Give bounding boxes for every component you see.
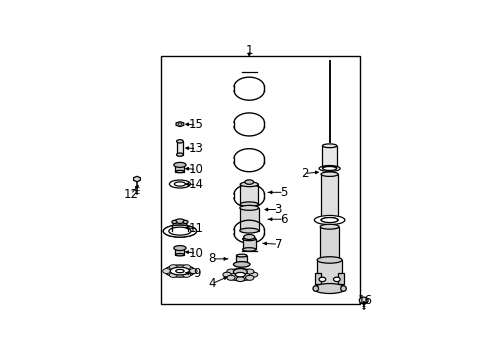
Ellipse shape	[319, 166, 340, 171]
Ellipse shape	[168, 227, 191, 235]
Ellipse shape	[320, 172, 338, 176]
Ellipse shape	[320, 257, 338, 262]
Ellipse shape	[169, 180, 190, 188]
Ellipse shape	[175, 269, 183, 273]
Ellipse shape	[314, 216, 344, 225]
Ellipse shape	[320, 224, 338, 229]
Bar	[236, 256, 246, 263]
Ellipse shape	[245, 269, 253, 274]
Text: 2: 2	[300, 167, 308, 180]
Ellipse shape	[175, 247, 184, 250]
Ellipse shape	[322, 167, 336, 170]
Ellipse shape	[333, 277, 340, 282]
Text: 13: 13	[189, 142, 203, 155]
Bar	[177, 141, 183, 155]
Ellipse shape	[163, 225, 196, 237]
Ellipse shape	[242, 237, 255, 240]
Ellipse shape	[176, 140, 183, 143]
Text: 6: 6	[280, 213, 287, 226]
Ellipse shape	[175, 170, 184, 173]
Ellipse shape	[164, 265, 195, 277]
Ellipse shape	[236, 262, 246, 265]
Ellipse shape	[317, 257, 342, 263]
Ellipse shape	[173, 246, 185, 251]
Ellipse shape	[320, 218, 338, 222]
Bar	[338, 273, 344, 284]
Bar	[175, 249, 184, 255]
Ellipse shape	[175, 253, 184, 256]
Ellipse shape	[183, 265, 190, 270]
Ellipse shape	[233, 262, 249, 267]
Bar	[317, 260, 342, 287]
Ellipse shape	[175, 219, 184, 223]
Bar	[160, 56, 359, 304]
Ellipse shape	[223, 272, 231, 277]
Ellipse shape	[239, 206, 258, 210]
Ellipse shape	[189, 269, 197, 274]
Ellipse shape	[244, 180, 253, 184]
Text: 11: 11	[189, 222, 203, 235]
Text: 7: 7	[274, 238, 282, 251]
Ellipse shape	[226, 275, 235, 280]
Bar	[320, 174, 338, 220]
Text: 9: 9	[192, 267, 200, 280]
Bar	[242, 239, 255, 249]
Ellipse shape	[235, 273, 245, 277]
Ellipse shape	[236, 254, 246, 257]
Ellipse shape	[240, 202, 258, 207]
Text: 8: 8	[208, 252, 215, 265]
Ellipse shape	[173, 162, 185, 167]
Bar	[320, 227, 338, 260]
Ellipse shape	[249, 272, 257, 277]
Ellipse shape	[236, 276, 244, 282]
Text: 10: 10	[189, 247, 203, 260]
Ellipse shape	[245, 275, 253, 280]
Ellipse shape	[174, 182, 185, 186]
Ellipse shape	[236, 268, 244, 273]
Ellipse shape	[178, 123, 182, 125]
Text: 1: 1	[245, 44, 252, 57]
Ellipse shape	[172, 220, 177, 224]
Ellipse shape	[313, 284, 345, 293]
Ellipse shape	[183, 273, 190, 278]
Text: 12: 12	[123, 188, 138, 201]
Ellipse shape	[169, 265, 177, 270]
Bar	[322, 146, 336, 168]
Text: 14: 14	[189, 178, 203, 191]
Ellipse shape	[243, 234, 254, 239]
Ellipse shape	[225, 269, 254, 281]
Bar	[175, 166, 184, 172]
Ellipse shape	[321, 217, 337, 222]
Bar	[239, 208, 258, 231]
Ellipse shape	[319, 277, 325, 282]
Bar	[240, 184, 258, 204]
Ellipse shape	[169, 273, 177, 278]
Text: 15: 15	[189, 118, 203, 131]
Ellipse shape	[322, 144, 336, 148]
Text: 4: 4	[207, 277, 215, 290]
Ellipse shape	[183, 220, 187, 224]
Ellipse shape	[233, 269, 247, 275]
Ellipse shape	[163, 225, 196, 237]
Bar	[315, 273, 320, 284]
Polygon shape	[176, 122, 183, 127]
Ellipse shape	[340, 286, 346, 291]
Ellipse shape	[239, 228, 258, 233]
Text: 10: 10	[189, 163, 203, 176]
Text: 3: 3	[274, 203, 282, 216]
Ellipse shape	[242, 248, 255, 251]
Ellipse shape	[226, 269, 235, 274]
Text: 16: 16	[357, 294, 371, 307]
Text: 5: 5	[280, 186, 287, 199]
Ellipse shape	[163, 269, 170, 274]
Ellipse shape	[312, 286, 318, 291]
Polygon shape	[133, 176, 140, 182]
Ellipse shape	[322, 166, 336, 170]
Ellipse shape	[176, 153, 183, 156]
Ellipse shape	[170, 267, 189, 275]
Ellipse shape	[175, 164, 184, 167]
Ellipse shape	[240, 182, 258, 186]
Ellipse shape	[359, 297, 367, 304]
